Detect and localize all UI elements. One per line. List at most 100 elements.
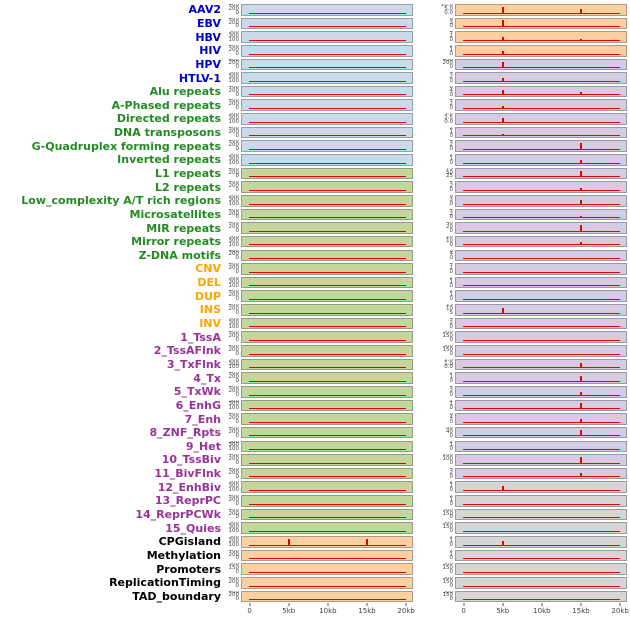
y-tick-label: 200 — [228, 251, 240, 258]
left-y-axis-ticks: 500 300 100 — [225, 195, 241, 207]
y-tick-label: 8 — [449, 85, 454, 90]
y-tick-label: 2 — [449, 74, 454, 81]
y-tick-label: 300 — [442, 508, 454, 513]
column-gap — [413, 440, 439, 454]
feature-label: 6_EnhG — [175, 398, 221, 412]
feature-row: EBV 400 200 0 6 3 0 — [0, 17, 630, 31]
density-spike — [579, 38, 582, 41]
x-tick-mark — [580, 603, 582, 607]
y-tick-label: 300 — [228, 483, 240, 490]
feature-label: 11_BivFlnk — [154, 467, 221, 481]
y-tick-label: 2 — [449, 535, 454, 540]
column-gap — [413, 562, 439, 576]
y-tick-label: 10.0 — [440, 4, 453, 8]
y-tick-label: 100 — [228, 200, 240, 207]
y-tick-label: 4 — [449, 385, 454, 390]
density-spike — [502, 307, 505, 314]
column-gap — [413, 480, 439, 494]
column-gap — [413, 603, 439, 621]
density-spike — [579, 473, 582, 478]
density-baseline — [462, 258, 621, 260]
y-tick-label: 0 — [449, 541, 454, 548]
y-tick-label: 500 — [228, 440, 240, 445]
right-y-axis-ticks: 300 150 0 — [439, 563, 455, 575]
y-tick-label: 300 — [228, 74, 240, 81]
y-tick-label: 0 — [449, 323, 454, 330]
left-density-panel — [241, 590, 413, 603]
column-gap — [413, 262, 439, 276]
left-density-panel — [241, 222, 413, 234]
column-gap — [413, 235, 439, 249]
feature-label: INV — [199, 317, 221, 331]
right-density-panel — [455, 194, 627, 207]
left-y-axis-ticks: 400 200 0 — [225, 304, 241, 316]
y-tick-label: 150 — [442, 524, 454, 531]
y-tick-label: 0 — [235, 309, 240, 316]
density-baseline — [248, 367, 407, 369]
left-density-panel — [241, 126, 413, 139]
y-tick-label: 400 — [228, 590, 240, 595]
left-density-panel — [241, 304, 413, 316]
left-y-axis-ticks: 400 200 0 — [225, 386, 241, 398]
y-tick-label: 0 — [449, 350, 454, 357]
density-baseline — [462, 80, 621, 82]
left-density-panel — [241, 235, 413, 248]
y-tick-label: 0 — [449, 446, 454, 453]
left-y-axis-ticks: 400 200 0 — [225, 18, 241, 30]
right-density-panel — [455, 44, 627, 57]
axis-spacer — [225, 603, 241, 621]
x-tick-label: 15kb — [358, 607, 376, 616]
feature-label: 9_Het — [185, 439, 221, 453]
feature-label: 10_TssBiv — [161, 453, 221, 467]
column-gap — [413, 358, 439, 372]
density-baseline — [248, 149, 407, 150]
y-tick-label: 300 — [228, 442, 240, 449]
density-baseline — [462, 203, 621, 205]
y-tick-label: 0 — [235, 596, 240, 603]
y-tick-label: 100 — [442, 456, 454, 463]
column-gap — [413, 126, 439, 140]
density-spike — [502, 89, 505, 96]
feature-label: Z-DNA motifs — [138, 248, 221, 262]
y-tick-label: 0 — [449, 582, 454, 589]
density-baseline — [462, 530, 621, 532]
feature-row: Mirror repeats 500 300 100 20 10 0 — [0, 235, 630, 249]
right-density-panel — [455, 331, 627, 343]
right-density-panel — [455, 372, 627, 384]
y-tick-label: 2 — [449, 549, 454, 554]
feature-row: 2_TssAFlnk 400 200 0 300 150 0 — [0, 344, 630, 358]
y-tick-label: 300 — [228, 115, 240, 122]
left-y-axis-ticks: 400 200 0 — [225, 86, 241, 98]
density-spike — [365, 539, 368, 546]
right-density-panel — [455, 535, 627, 548]
density-spike — [502, 51, 505, 55]
x-tick-label: 15kb — [572, 607, 590, 616]
left-density-panel — [241, 140, 413, 152]
y-tick-label: 2 — [449, 440, 454, 445]
y-tick-label: 100 — [228, 241, 240, 248]
density-baseline — [248, 503, 407, 505]
left-y-axis-ticks: 400 200 0 — [225, 4, 241, 16]
y-tick-label: 4 — [449, 317, 454, 322]
y-tick-label: 300 — [228, 196, 240, 203]
column-gap — [413, 590, 439, 604]
feature-label: 12_EnhBiv — [157, 480, 221, 494]
density-baseline — [248, 312, 407, 314]
feature-row: DEL 500 300 100 2 1 0 — [0, 276, 630, 290]
y-tick-label: 0 — [235, 9, 240, 16]
feature-row: 4_Tx 400 200 0 2 1 0 — [0, 371, 630, 385]
right-density-panel — [455, 467, 627, 480]
y-tick-label: 400 — [228, 549, 240, 554]
left-density-panel — [241, 467, 413, 480]
right-density-panel — [455, 276, 627, 289]
feature-label: 14_ReprPCWk — [135, 508, 221, 522]
y-tick-label: 500 — [228, 317, 240, 322]
density-baseline — [248, 585, 407, 587]
left-y-axis-ticks: 500 300 100 — [225, 318, 241, 330]
y-tick-label: 500 — [228, 31, 240, 36]
y-tick-label: 0 — [449, 159, 454, 166]
y-tick-label: 1 — [449, 551, 454, 558]
y-tick-label: 0 — [449, 500, 454, 507]
